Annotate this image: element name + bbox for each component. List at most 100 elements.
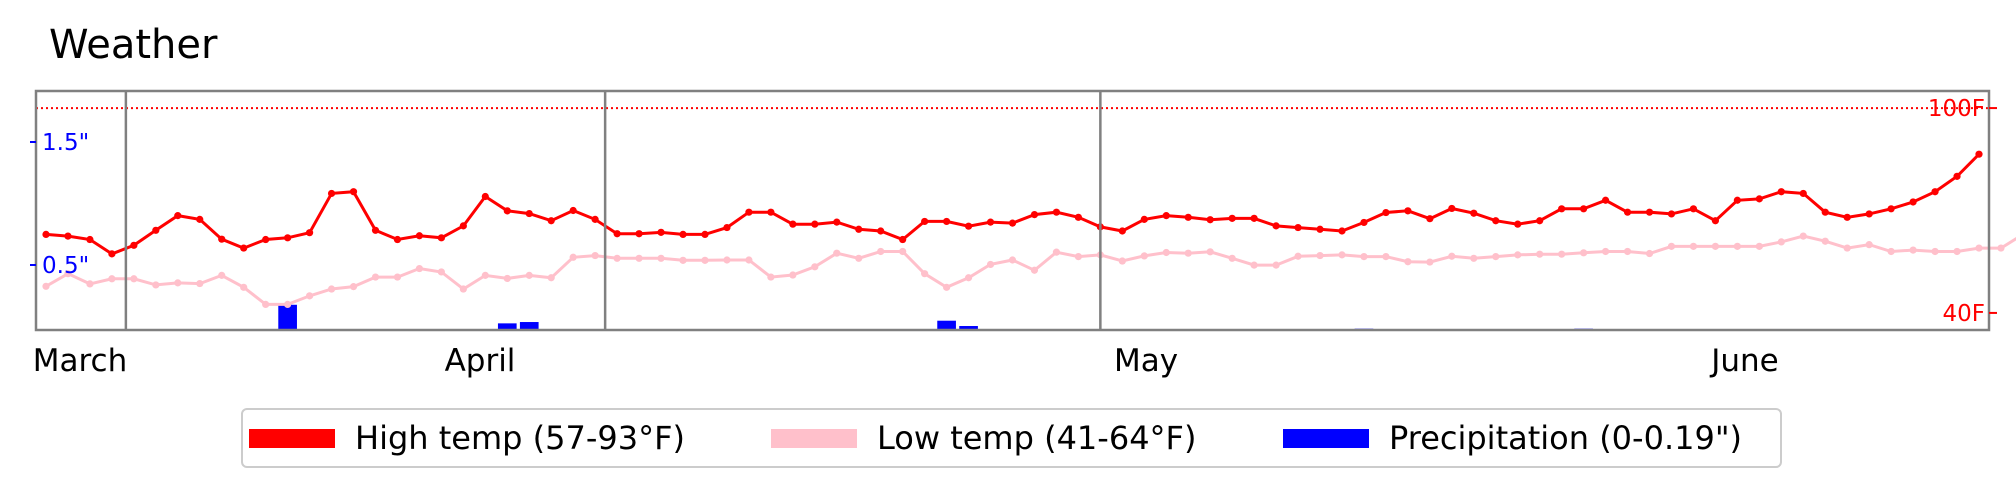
low-temp-point <box>262 300 270 308</box>
low-temp-point <box>1404 258 1412 266</box>
high-temp-point <box>1821 208 1829 216</box>
low-temp-point <box>108 275 116 283</box>
low-temp-point <box>1382 252 1390 261</box>
high-temp-point <box>174 212 182 220</box>
high-temp-point <box>1536 217 1544 225</box>
high-temp-point <box>437 234 445 242</box>
high-temp-point <box>1601 196 1610 204</box>
high-temp-point <box>1294 223 1302 232</box>
low-temp-point <box>1426 258 1434 266</box>
low-temp-point <box>1689 242 1698 250</box>
low-temp-point <box>1975 244 1983 252</box>
high-temp-line <box>45 153 1981 256</box>
month-tick-label: June <box>1709 343 1779 379</box>
high-temp-point <box>262 235 270 244</box>
high-temp-point <box>921 217 929 226</box>
low-temp-point <box>1887 247 1895 256</box>
precip-bar <box>519 322 539 330</box>
precip-bar <box>497 323 517 330</box>
high-temp-point <box>591 215 599 223</box>
high-temp-point <box>130 241 138 249</box>
high-temp-point <box>1074 213 1082 221</box>
high-temp-point <box>218 235 226 243</box>
temp-tick-label: 100F <box>1928 96 1985 122</box>
low-temp-point <box>921 270 929 278</box>
high-temp-point <box>459 222 467 230</box>
high-temp-point <box>1733 196 1741 204</box>
low-temp-point <box>1755 242 1763 250</box>
month-tick-label: April <box>445 343 516 379</box>
low-temp-point <box>152 281 160 289</box>
high-temp-point <box>327 189 336 198</box>
low-temp-point <box>1228 254 1236 262</box>
high-temp-point <box>877 227 885 235</box>
low-temp-point <box>327 285 336 293</box>
high-temp-point <box>789 220 797 228</box>
high-temp-point <box>305 229 314 237</box>
high-temp-point <box>1140 215 1148 223</box>
low-temp-point <box>657 254 665 262</box>
legend-item-high: High temp (57-93°F) <box>249 410 685 466</box>
low-temp-point <box>1931 247 1939 256</box>
high-temp-point <box>767 208 775 216</box>
low-temp-point <box>1162 248 1170 257</box>
low-temp-point <box>1953 247 1961 256</box>
precip-bar <box>959 326 978 330</box>
low-temp-point <box>1184 249 1192 257</box>
month-tick-label: May <box>1114 343 1178 379</box>
high-temp-point <box>1360 218 1368 227</box>
high-temp-point <box>1338 227 1346 235</box>
high-temp-point <box>1689 205 1698 213</box>
low-temp-point <box>789 271 797 279</box>
high-temp-point <box>569 206 577 215</box>
month-tick-label: March <box>33 343 128 379</box>
high-temp-point <box>723 223 731 232</box>
low-temp-point <box>1008 256 1017 264</box>
precip-tick-label: 0.5" <box>42 253 89 279</box>
high-temp-point <box>547 217 555 225</box>
legend-item-precip: Precipitation (0-0.19") <box>1283 410 1742 466</box>
legend: High temp (57-93°F) Low temp (41-64°F) P… <box>241 408 1782 468</box>
high-temp-point <box>1623 208 1632 216</box>
high-temp-point <box>679 230 687 238</box>
low-temp-point <box>635 254 643 262</box>
low-temp-point <box>1536 250 1544 258</box>
low-temp-point <box>1623 247 1632 256</box>
high-temp-point <box>855 225 863 233</box>
low-temp-point <box>240 283 248 291</box>
precipitation-swatch <box>1283 428 1369 448</box>
low-temp-point <box>130 275 138 283</box>
high-temp-point <box>1492 217 1500 225</box>
high-temp-point <box>1118 227 1126 235</box>
plot-frame <box>34 89 1991 332</box>
high-temp-point <box>1316 225 1324 233</box>
low-temp-point <box>1030 266 1039 274</box>
precip-bar <box>278 304 297 330</box>
low-temp-point <box>1316 251 1324 260</box>
low-temp-point <box>1470 254 1478 262</box>
low-temp-point <box>1645 249 1654 258</box>
low-temp-point <box>745 256 753 264</box>
high-temp-point <box>349 188 358 196</box>
high-temp-point <box>1250 214 1258 222</box>
low-temp-point <box>174 279 182 287</box>
precipitation-bars <box>278 304 1593 330</box>
high-temp-point <box>1008 219 1017 227</box>
high-temp-point <box>745 208 753 216</box>
high-temp-point <box>1711 217 1720 225</box>
low-temp-point <box>415 264 424 273</box>
low-temp-point <box>547 274 555 282</box>
low-temp-point <box>877 247 885 256</box>
high-temp-point <box>1909 198 1917 206</box>
low-temp-point <box>723 256 731 264</box>
low-temp-point <box>1118 257 1126 265</box>
high-temp-series <box>42 150 1983 258</box>
low-temp-point <box>1733 242 1741 250</box>
low-temp-point <box>437 268 445 276</box>
high-temp-point <box>1799 189 1807 198</box>
low-temp-point <box>679 256 687 264</box>
low-temp-point <box>1799 232 1807 240</box>
legend-label-precip: Precipitation (0-0.19") <box>1389 419 1743 457</box>
high-temp-point <box>1426 215 1434 223</box>
